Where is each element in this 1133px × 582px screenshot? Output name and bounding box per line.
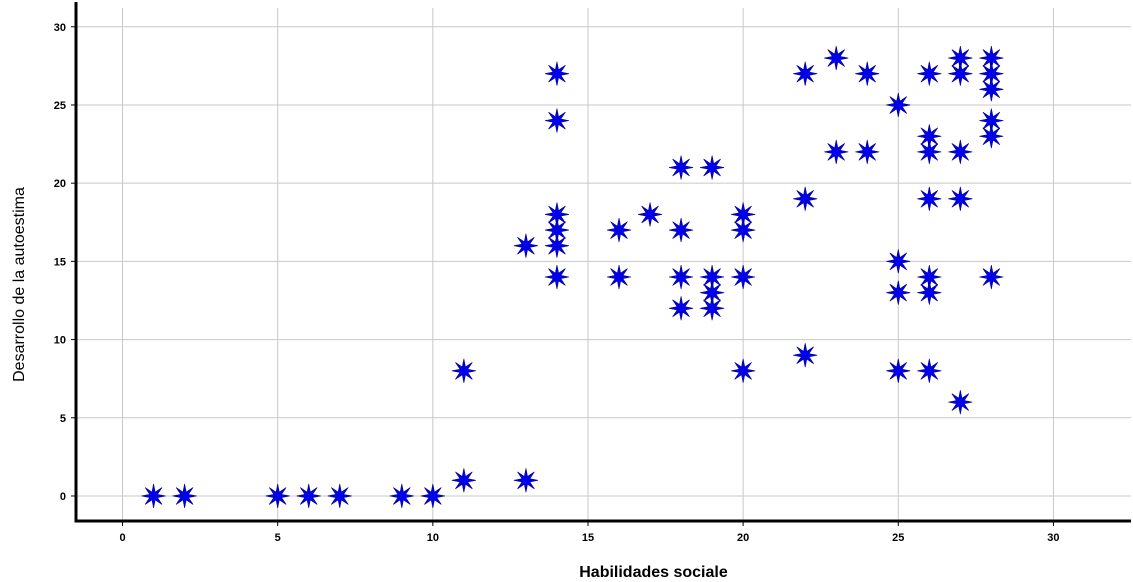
y-tick-label: 15 [54, 256, 66, 268]
data-point-star [979, 264, 1004, 290]
data-point-star [917, 280, 942, 305]
x-tick-label: 5 [275, 532, 281, 544]
axes [74, 2, 1131, 523]
y-tick-label: 5 [60, 413, 66, 425]
y-tick-label: 10 [54, 335, 66, 347]
data-point-star [886, 280, 911, 305]
grid [76, 8, 1131, 521]
data-point-star [513, 233, 538, 258]
data-point-star [669, 296, 694, 321]
data-point-star [141, 483, 166, 509]
x-tick-label: 25 [892, 532, 904, 544]
y-axis-title: Desarrollo de la autoestima [11, 187, 28, 382]
x-axis-title: Habilidades sociale [579, 564, 728, 581]
data-point-star [669, 155, 694, 180]
data-point-star [669, 218, 694, 243]
data-point-star [637, 202, 663, 227]
x-tick-label: 0 [119, 532, 125, 544]
data-point-star [389, 483, 414, 509]
y-tick-label: 0 [60, 491, 66, 503]
data-point-star [793, 61, 818, 86]
x-tick-label: 10 [427, 532, 439, 544]
data-points [141, 45, 1004, 509]
data-point-star [513, 468, 538, 493]
data-point-star [451, 468, 476, 493]
data-point-star [824, 139, 849, 164]
data-point-star [172, 483, 197, 509]
data-point-star [544, 108, 570, 133]
data-point-star [544, 61, 570, 86]
x-tick-label: 20 [737, 532, 749, 544]
data-point-star [979, 77, 1004, 102]
data-point-star [544, 264, 570, 290]
data-point-star [793, 186, 818, 211]
data-point-star [979, 124, 1004, 149]
data-point-star [451, 358, 476, 383]
data-point-star [886, 358, 911, 383]
data-point-star [731, 264, 756, 290]
data-point-star [700, 296, 725, 321]
data-point-star [606, 264, 632, 290]
data-point-star [917, 358, 942, 383]
data-point-star [669, 264, 694, 290]
data-point-star [420, 483, 445, 509]
data-point-star [855, 61, 880, 86]
y-tick-label: 30 [54, 22, 66, 34]
data-point-star [948, 139, 973, 164]
tick-labels: 0 5 10 15 20 25 30 0 5 10 15 20 25 30 [54, 22, 1060, 544]
data-point-star [327, 483, 352, 509]
data-point-star [731, 218, 756, 243]
data-point-star [948, 390, 973, 415]
data-point-star [731, 358, 756, 383]
x-tick-label: 15 [582, 532, 594, 544]
y-tick-label: 20 [54, 178, 66, 190]
data-point-star [917, 186, 942, 211]
data-point-star [917, 61, 942, 86]
data-point-star [606, 218, 632, 243]
data-point-star [296, 483, 321, 509]
y-tick-label: 25 [54, 100, 66, 112]
data-point-star [700, 155, 725, 180]
data-point-star [948, 186, 973, 211]
data-point-star [824, 45, 849, 71]
data-point-star [886, 249, 911, 274]
data-point-star [544, 233, 570, 258]
data-point-star [917, 139, 942, 164]
data-point-star [855, 139, 880, 164]
data-point-star [793, 343, 818, 368]
x-tick-label: 30 [1047, 532, 1059, 544]
data-point-star [886, 92, 911, 118]
data-point-star [265, 483, 290, 509]
data-point-star [948, 61, 973, 86]
